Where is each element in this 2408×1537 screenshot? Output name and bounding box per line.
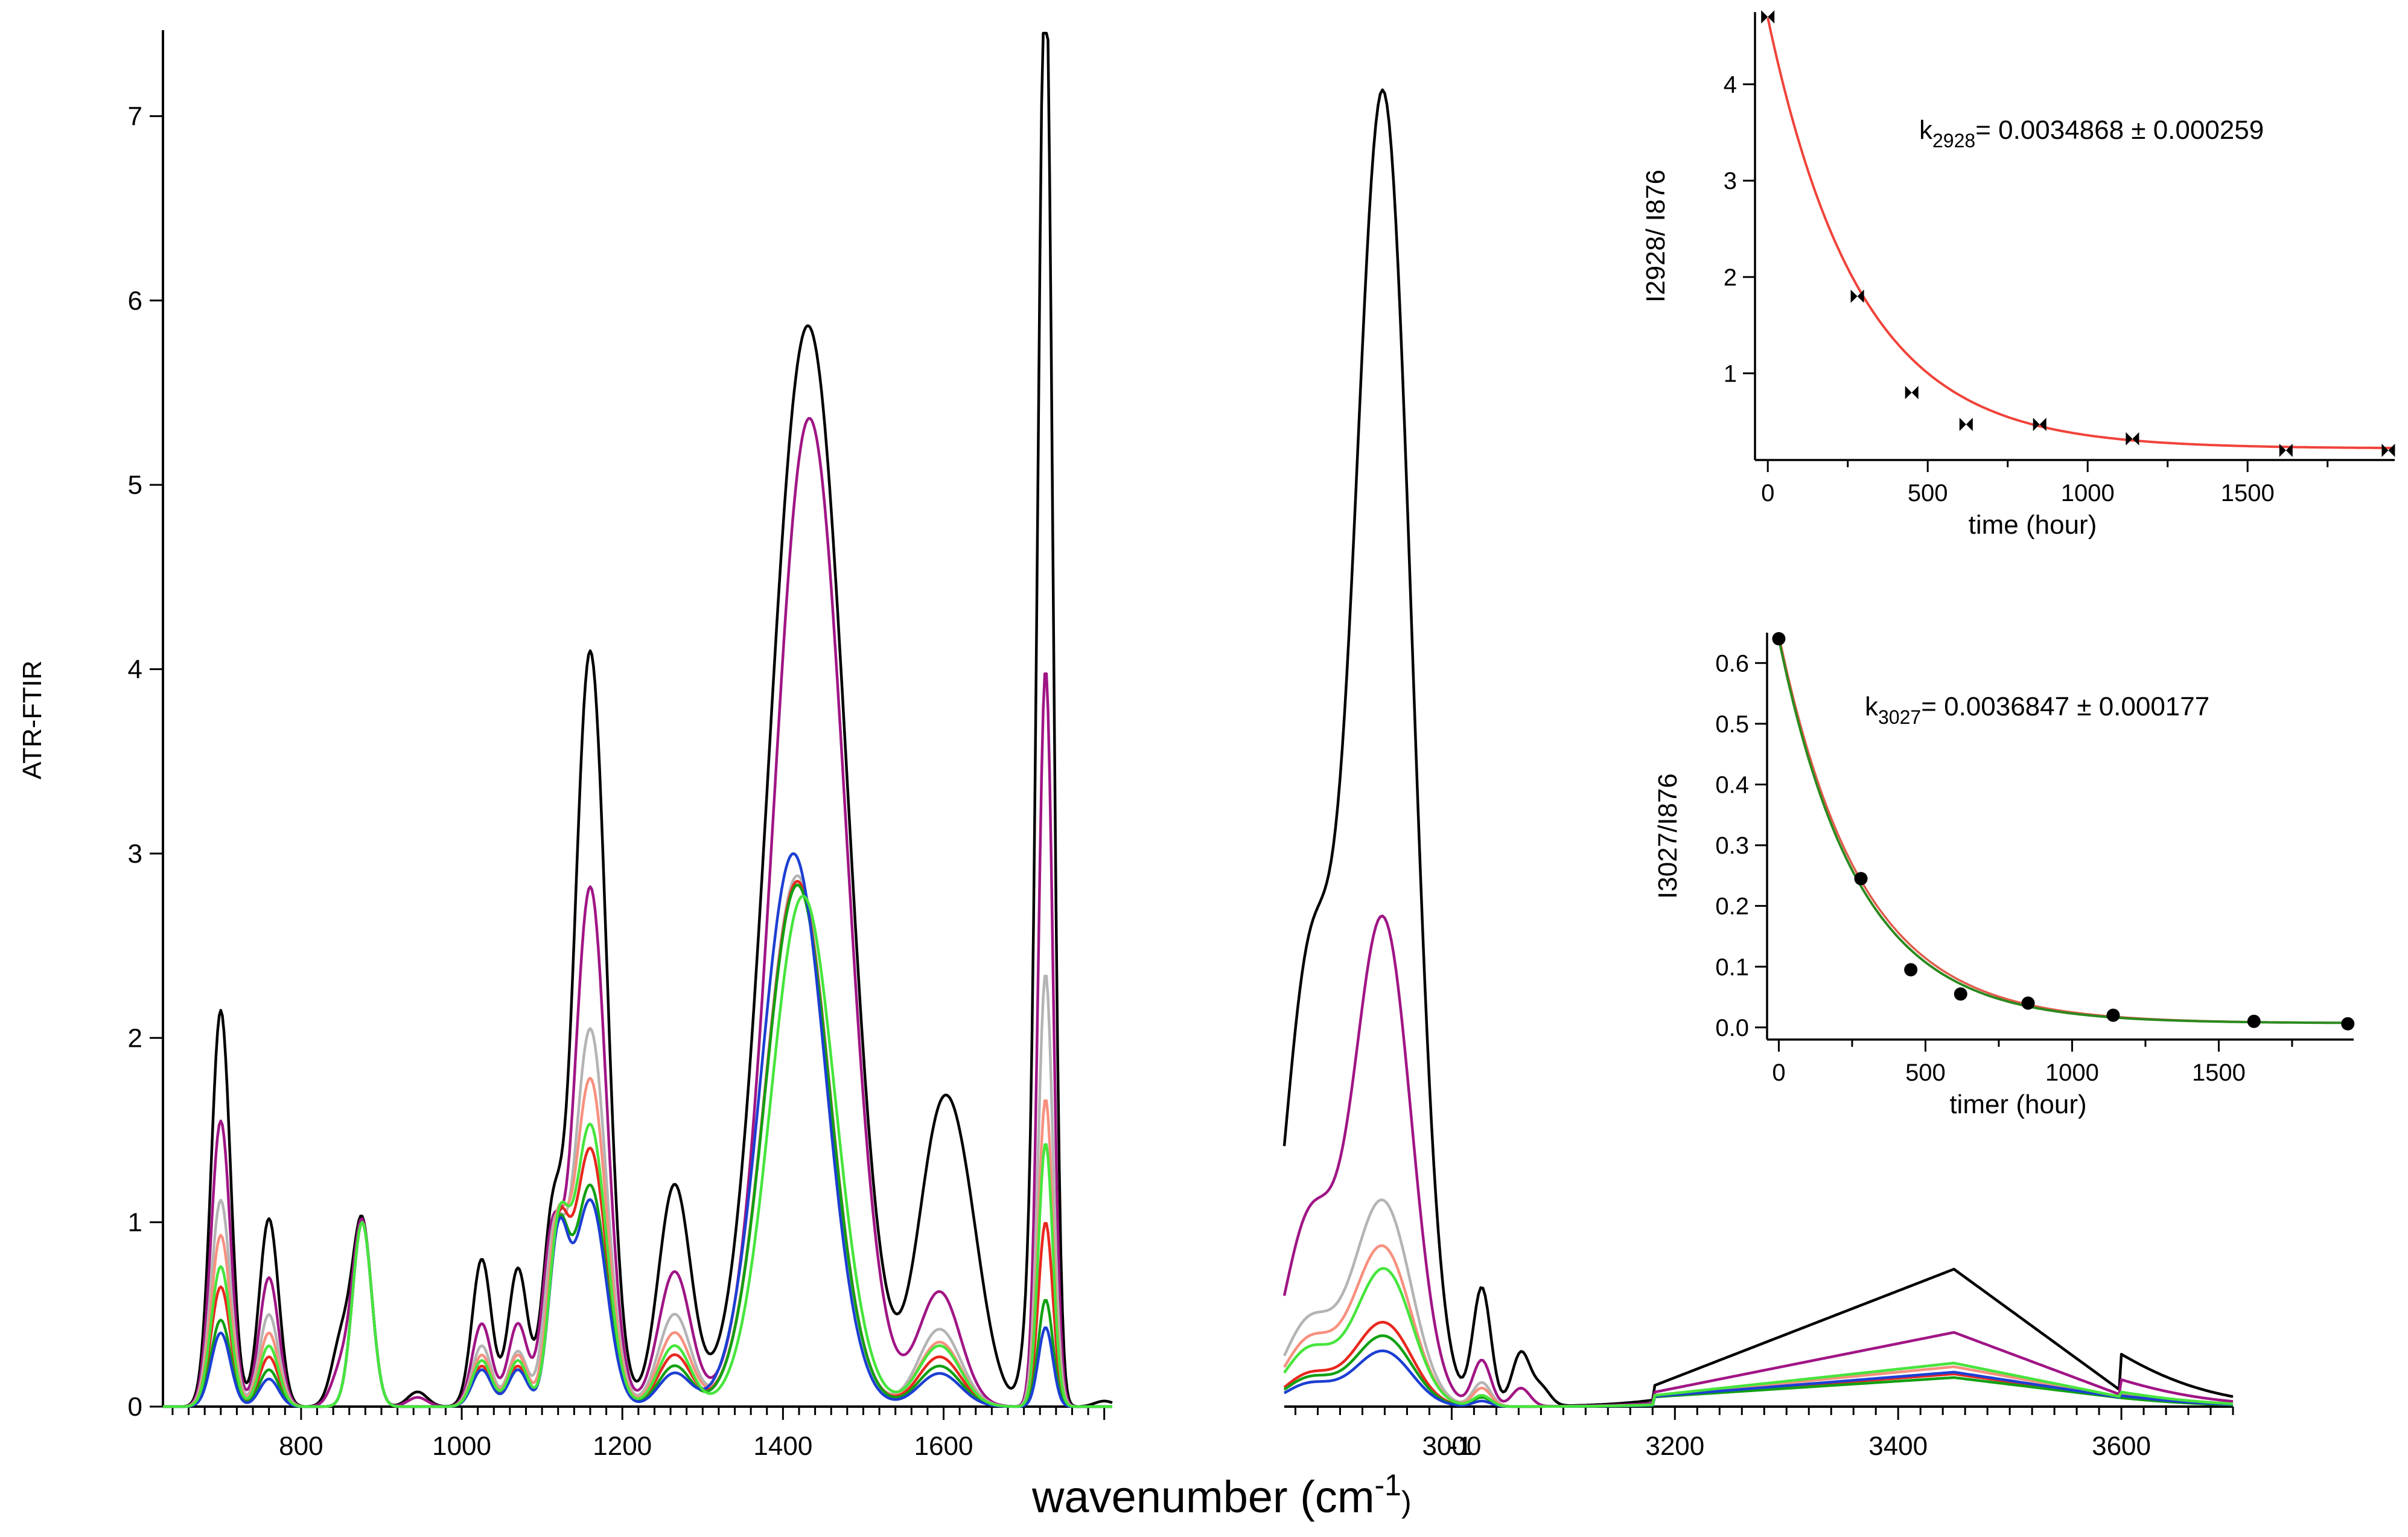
inset-3027-chart: 0.0 0.1 0.2 0.3 0.4 0.5 0.6 0 500 1000 1500 timer (…	[1653, 632, 2355, 1119]
inset-y-tick-label: 1	[1724, 360, 1737, 387]
y-tick-label: 1	[128, 1208, 142, 1238]
spectrum-line-1940h-left	[163, 895, 1112, 1408]
inset-x-tick-label: 1000	[2045, 1059, 2099, 1086]
inset-data-point	[2279, 444, 2293, 458]
inset-x-tick-label: 1500	[2221, 480, 2275, 506]
inset-data-point	[2341, 1017, 2355, 1031]
spectrum-line-620h-left	[163, 880, 1112, 1408]
x-tick-label: 3200	[1645, 1431, 1704, 1461]
inset-y-axis-title: I2928/ I876	[1641, 170, 1671, 302]
inset-y-tick-label: 4	[1724, 72, 1737, 98]
spectrum-line-280h-left	[163, 417, 1112, 1408]
y-axis-title: ATR-FTIR	[18, 660, 47, 779]
inset-data-point	[1772, 632, 1786, 646]
y-tick-label: 2	[128, 1023, 142, 1053]
spectrum-line-1940h-right	[1283, 1267, 2234, 1408]
inset-data-point	[2106, 1008, 2120, 1022]
inset-y-tick-label: 3	[1724, 168, 1737, 194]
x-tick-label-stray: -1	[1448, 1431, 1472, 1461]
inset-x-axis-title: timer (hour)	[1949, 1090, 2086, 1119]
y-tick-label: 0	[128, 1392, 142, 1422]
spectrum-line-450h-right	[1282, 1198, 2234, 1408]
inset-x-axis-title: time (hour)	[1969, 510, 2097, 540]
spectrum-line-280h-right	[1282, 914, 2234, 1408]
inset-data-point	[1761, 10, 1775, 24]
spectrum-line-0h-right	[1282, 88, 2234, 1407]
y-tick-label: 4	[128, 655, 142, 685]
x-tick-label: 3000	[1422, 1431, 1481, 1461]
inset-fit-curve	[1766, 18, 2395, 450]
x-axis-title: wavenumber (cm-1)	[1031, 1468, 1412, 1522]
x-tick-label: 3600	[2092, 1431, 2151, 1461]
inset-x-tick-label: 1500	[2192, 1059, 2246, 1086]
spectrum-line-1140h-left	[163, 883, 1112, 1408]
inset-data-point	[1954, 987, 1967, 1001]
inset-rate-annotation: k3027= 0.0036847 ± 0.000177	[1865, 692, 2209, 728]
x-tick-label: 1600	[914, 1431, 973, 1461]
inset-2928-chart: 1 2 3 4 0 500 1000 1500 time (hour) I2928/ I876 k2…	[1641, 10, 2395, 540]
inset-data-point	[1904, 963, 1918, 977]
x-tick-label: 1400	[753, 1431, 812, 1461]
inset-y-tick-label: 2	[1724, 264, 1737, 291]
spectrum-line-0h-left	[163, 31, 1113, 1408]
y-tick-label: 5	[128, 470, 142, 500]
inset-y-axis-title: I3027/I876	[1653, 773, 1683, 899]
inset-x-tick-label: 1000	[2061, 480, 2115, 506]
y-tick-label: 3	[128, 839, 142, 869]
inset-rate-annotation: k2928= 0.0034868 ± 0.000259	[1919, 115, 2264, 152]
inset-y-tick-label: 0.0	[1715, 1015, 1749, 1041]
x-tick-label: 3400	[1868, 1431, 1928, 1461]
inset-x-tick-label: 0	[1761, 480, 1774, 506]
inset-data-point	[2033, 417, 2046, 431]
inset-x-tick-label: 500	[1908, 480, 1948, 506]
spectrum-line-1620h-right	[1283, 1349, 2234, 1408]
y-tick-label: 6	[128, 286, 142, 316]
inset-data-point	[1850, 289, 1864, 303]
inset-x-tick-label: 500	[1905, 1059, 1946, 1086]
x-tick-label: 1000	[432, 1431, 491, 1461]
y-tick-label: 7	[128, 101, 142, 131]
x-tick-label: 1200	[593, 1431, 652, 1461]
inset-data-point	[1854, 872, 1868, 886]
inset-data-point	[1959, 417, 1973, 431]
inset-y-tick-label: 0.4	[1715, 772, 1749, 798]
spectrum-line-1620h-left	[163, 852, 1112, 1408]
inset-y-tick-label: 0.6	[1715, 650, 1749, 677]
spectrum-line-1140h-right	[1283, 1334, 2234, 1408]
inset-y-tick-label: 0.5	[1715, 711, 1749, 738]
inset-data-point	[2381, 444, 2395, 458]
spectrum-line-850h-left	[163, 880, 1112, 1408]
inset-data-point	[1905, 386, 1919, 400]
inset-x-tick-label: 0	[1772, 1059, 1785, 1086]
inset-y-tick-label: 0.2	[1715, 893, 1749, 920]
inset-y-tick-label: 0.1	[1715, 954, 1749, 980]
inset-data-point	[2126, 432, 2139, 446]
inset-y-tick-label: 0.3	[1715, 832, 1749, 859]
spectrum-line-450h-left	[163, 874, 1112, 1408]
inset-data-point	[2247, 1014, 2261, 1028]
x-tick-label: 800	[279, 1431, 323, 1461]
inset-data-point	[2021, 996, 2035, 1010]
